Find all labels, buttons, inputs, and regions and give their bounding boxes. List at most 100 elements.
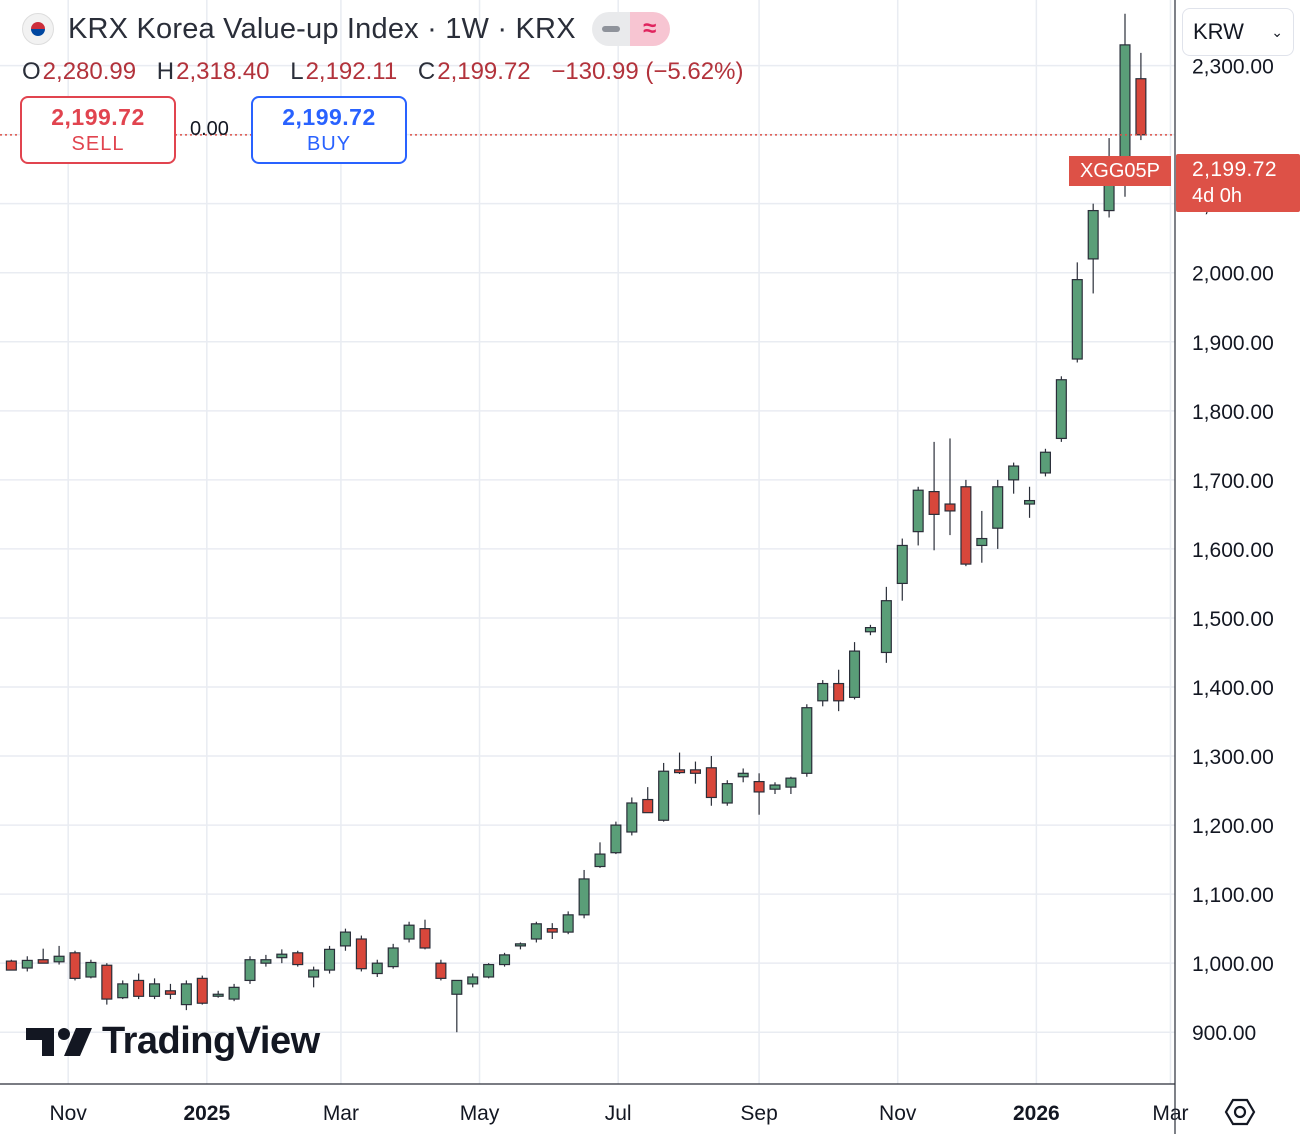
bar-countdown: 4d 0h — [1192, 185, 1243, 207]
candle-body — [1119, 44, 1131, 170]
candle — [292, 950, 304, 967]
candle — [960, 479, 972, 567]
candle-body — [626, 802, 638, 833]
candle-body — [1055, 379, 1067, 440]
candle-body — [514, 943, 526, 947]
candle — [85, 959, 97, 979]
candle-body — [546, 928, 558, 933]
candle-body — [101, 964, 113, 1000]
chart-grid — [0, 0, 1175, 1084]
spread-value: 0.00 — [190, 118, 229, 140]
candle — [467, 973, 479, 988]
candle — [419, 919, 431, 950]
high-label: H — [156, 58, 175, 85]
candle — [403, 921, 415, 943]
candle — [37, 948, 49, 964]
candle — [260, 954, 272, 967]
candle — [674, 752, 686, 774]
candle-body — [960, 486, 972, 565]
time-axis: Nov 2025 Mar May Jul Sep Nov 2026 Mar — [50, 1102, 1189, 1125]
candle — [1008, 462, 1020, 494]
sell-button[interactable]: 2,199.72 SELL — [20, 96, 176, 164]
candle-body — [530, 923, 542, 940]
candle — [69, 950, 81, 981]
symbol-title[interactable]: KRX Korea Value-up Index · 1W · KRX — [68, 12, 576, 45]
open-value: 2,280.99 — [42, 58, 137, 85]
time-tick-label: 2025 — [183, 1102, 230, 1125]
candle-body — [324, 948, 336, 971]
candle-body — [928, 490, 940, 515]
candle — [562, 911, 574, 935]
last-price-value: 2,199.72 — [1192, 158, 1277, 181]
candle-body — [1087, 209, 1099, 260]
candle-body — [642, 798, 654, 814]
candle-body — [976, 537, 988, 547]
candle-body — [435, 962, 447, 979]
ohlc-legend: O2,280.99 H2,318.40 L2,192.11 C2,199.72 … — [22, 58, 757, 86]
candle-body — [69, 952, 81, 979]
candle — [992, 479, 1004, 549]
candle-body — [849, 650, 861, 698]
candle — [101, 963, 113, 1005]
candle — [817, 680, 829, 707]
candle-body — [339, 931, 351, 947]
candle-body — [1039, 451, 1051, 474]
candle — [642, 787, 654, 814]
approx-icon[interactable]: ≈ — [629, 12, 670, 46]
tradingview-logo[interactable]: TradingView — [26, 1020, 320, 1063]
candle-body — [308, 969, 320, 978]
price-tick-label: 1,200.00 — [1192, 815, 1274, 838]
candle-body — [133, 979, 145, 997]
minus-icon[interactable] — [591, 12, 630, 46]
candle — [308, 966, 320, 988]
currency-value: KRW — [1193, 19, 1244, 44]
candle — [514, 942, 526, 950]
low-label: L — [290, 58, 304, 85]
candle-body — [483, 963, 495, 978]
price-tick-label: 1,700.00 — [1192, 470, 1274, 493]
buy-button[interactable]: 2,199.72 BUY — [251, 96, 407, 164]
candle — [149, 978, 161, 1000]
price-tick-label: 2,300.00 — [1192, 56, 1274, 79]
open-label: O — [22, 58, 41, 85]
indicator-toggle[interactable]: ≈ — [591, 12, 670, 46]
candle-body — [451, 979, 463, 995]
settings-icon[interactable] — [1222, 1094, 1258, 1130]
time-tick-label: Sep — [740, 1102, 777, 1125]
candle-body — [196, 977, 208, 1004]
candle-body — [817, 682, 829, 702]
candle-body — [578, 878, 590, 916]
candle-body — [992, 486, 1004, 529]
candle — [849, 642, 861, 700]
tradingview-logo-icon — [26, 1027, 92, 1056]
candle-body — [292, 952, 304, 966]
candle — [5, 959, 17, 971]
candle — [53, 945, 65, 965]
candle-body — [371, 962, 383, 975]
candle-body — [403, 924, 415, 940]
candle — [1055, 376, 1067, 442]
candle-body — [785, 777, 797, 788]
candle — [530, 921, 542, 943]
time-tick-label: Nov — [879, 1102, 917, 1125]
close-value: 2,199.72 — [437, 58, 531, 85]
price-tick-label: 1,500.00 — [1192, 608, 1274, 631]
candle — [833, 669, 845, 712]
candle — [196, 975, 208, 1005]
candle — [864, 624, 876, 636]
close-label: C — [417, 58, 436, 85]
candle-body — [610, 824, 622, 854]
candle-body — [864, 627, 876, 633]
price-tick-label: 1,900.00 — [1192, 332, 1274, 355]
candle-body — [689, 769, 701, 774]
candle-body — [21, 959, 33, 969]
buy-price: 2,199.72 — [282, 104, 376, 130]
candle-body — [1071, 279, 1083, 360]
candle — [721, 780, 733, 806]
currency-select[interactable]: KRW ⌄ — [1182, 8, 1294, 56]
candle-body — [896, 544, 908, 585]
candle-body — [769, 784, 781, 790]
candle-body — [117, 983, 129, 999]
price-tick-label: 900.00 — [1192, 1022, 1256, 1045]
